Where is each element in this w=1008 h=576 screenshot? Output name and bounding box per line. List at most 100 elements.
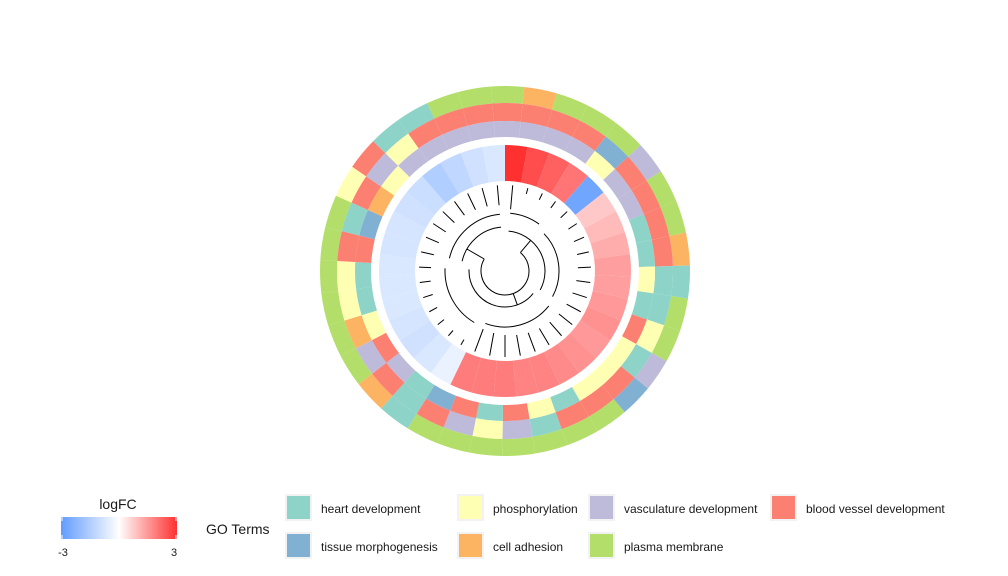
logfc-cell: [575, 192, 616, 229]
go-term-cell: [320, 259, 339, 294]
go-term-cell: [608, 336, 637, 367]
logfc-legend: logFC -3 3: [58, 496, 177, 559]
go-term-cell: [643, 207, 670, 240]
go-term-cell: [550, 387, 580, 413]
logfc-heatmap-ring: [379, 145, 631, 398]
logfc-cell: [385, 211, 426, 244]
go-term-cell: [529, 412, 562, 437]
go-term-cell: [443, 410, 477, 436]
go-term-cell: [381, 165, 410, 196]
go-legend-swatch: [590, 534, 613, 557]
go-term-cell: [542, 127, 573, 152]
go-term-cell: [634, 352, 667, 389]
go-term-cell: [355, 235, 375, 263]
go-legend-item: blood vessel development: [770, 494, 945, 521]
go-term-cell: [441, 125, 472, 150]
go-legend-label: phosphorylation: [493, 502, 578, 516]
logfc-cell: [440, 153, 474, 194]
go-term-cell: [361, 310, 387, 341]
logfc-cell: [584, 211, 625, 244]
go-term-cell: [589, 399, 625, 432]
go-term-cell: [418, 134, 449, 162]
go-term-cell: [351, 176, 382, 210]
go-term-cell: [341, 202, 368, 236]
go-term-cell: [651, 236, 673, 267]
go-legend-title: GO Terms: [206, 521, 270, 537]
go-legend-item: vasculature development: [588, 494, 758, 521]
go-term-cell: [472, 418, 503, 439]
go-legend-label: plasma membrane: [624, 540, 724, 554]
go-term-cell: [620, 344, 652, 378]
go-legend-swatch: [590, 496, 613, 519]
logfc-cell: [379, 254, 416, 277]
logfc-cell: [564, 176, 604, 215]
go-term-cell: [335, 166, 367, 203]
go-term-cell: [502, 436, 536, 456]
go-term-cell: [603, 168, 632, 199]
go-term-cell: [371, 332, 399, 363]
logfc-cell: [594, 254, 631, 277]
go-term-cell: [337, 260, 357, 292]
go-term-cell: [493, 121, 521, 138]
go-term-cell: [613, 377, 648, 413]
go-term-cell: [358, 373, 393, 409]
go-term-cell: [572, 120, 606, 151]
go-term-cell: [372, 362, 405, 396]
go-term-cell: [427, 91, 463, 119]
go-term-cell: [392, 382, 427, 414]
logfc-min-label: -3: [58, 547, 68, 559]
go-term-cell: [359, 209, 383, 240]
go-term-cell: [653, 265, 673, 297]
logfc-cell: [379, 275, 418, 300]
go-term-cell: [572, 373, 602, 401]
go-term-cell: [491, 86, 525, 104]
logfc-cell: [394, 192, 435, 229]
logfc-cell: [536, 153, 570, 194]
go-legend-label: vasculature development: [624, 502, 758, 516]
go-term-cell: [356, 286, 377, 316]
go-term-cell: [386, 352, 416, 383]
go-term-cell: [561, 416, 598, 446]
logfc-cell: [422, 162, 459, 204]
logfc-cell: [380, 232, 420, 259]
go-term-cell: [340, 348, 373, 385]
go-legend-swatch: [287, 496, 310, 519]
go-legend-label: blood vessel development: [806, 502, 945, 516]
go-term-cell: [408, 118, 442, 149]
go-term-cell: [381, 395, 417, 429]
go-term-cell: [520, 103, 553, 128]
go-term-cell: [338, 288, 362, 321]
go-legend-swatch: [772, 496, 795, 519]
go-term-cell: [614, 156, 647, 191]
go-term-cell: [532, 429, 568, 454]
go-term-cell: [458, 86, 493, 109]
logfc-cell: [460, 147, 489, 187]
logfc-cell: [406, 176, 446, 215]
go-term-cell: [636, 319, 664, 353]
go-term-cell: [476, 402, 503, 421]
go-term-cell: [660, 200, 686, 237]
go-term-cell: [434, 108, 468, 135]
go-term-cell: [580, 385, 614, 417]
go-legend-item: cell adhesion: [457, 532, 563, 559]
go-term-cell: [628, 145, 661, 181]
go-term-cell: [337, 231, 360, 263]
logfc-cell: [521, 147, 550, 187]
logfc-legend-title: logFC: [99, 496, 136, 512]
logfc-cell: [413, 333, 453, 373]
go-legend-swatch: [459, 534, 482, 557]
logfc-gradient-bar: [61, 517, 177, 539]
go-term-cell: [373, 119, 409, 154]
go-term-cell: [502, 403, 530, 421]
go-term-cell: [522, 87, 557, 110]
go-term-cell: [467, 121, 495, 142]
go-term-cell: [355, 340, 387, 374]
logfc-cell: [389, 306, 430, 341]
go-legend-item: tissue morphogenesis: [285, 532, 438, 559]
go-term-cell: [671, 265, 690, 299]
logfc-cell: [557, 333, 597, 373]
go-term-cell: [352, 141, 386, 177]
go-terms-legend: GO Terms heart development phosphorylatio…: [206, 494, 945, 559]
go-legend-label: cell adhesion: [493, 540, 563, 554]
go-term-cell: [591, 356, 621, 386]
